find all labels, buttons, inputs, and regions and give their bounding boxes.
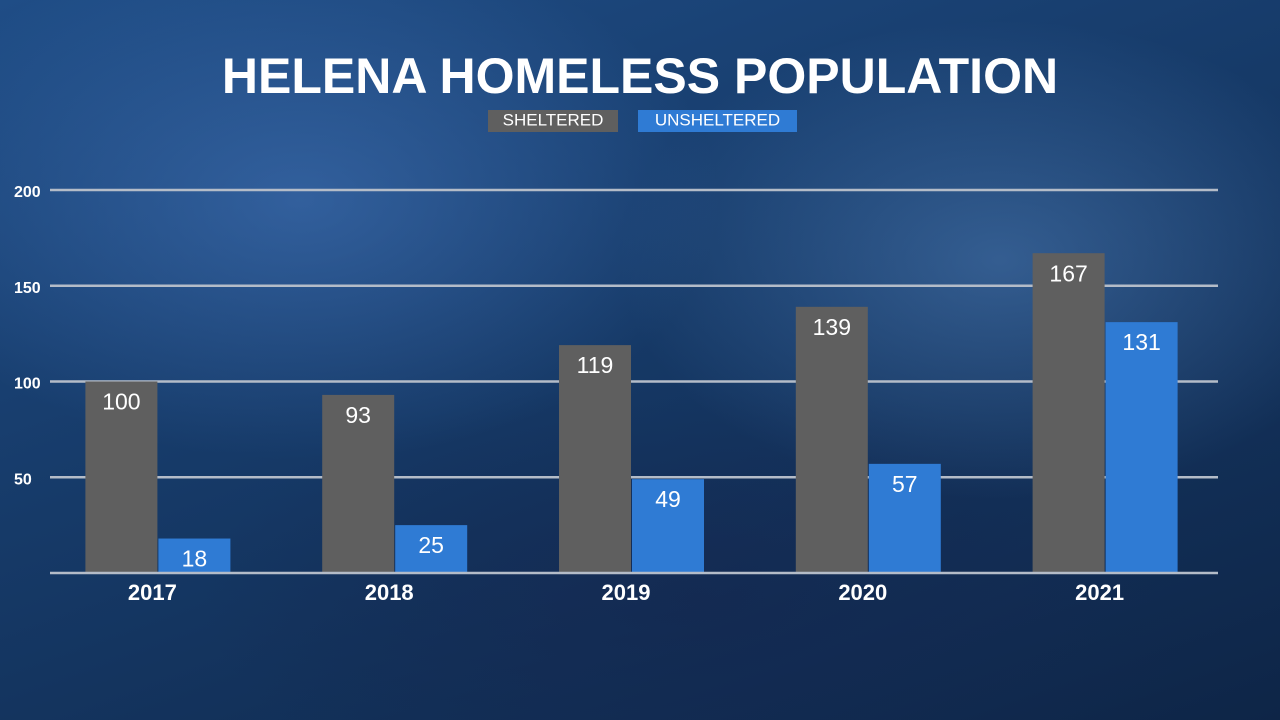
value-label: 25 [418, 532, 444, 558]
value-label: 139 [813, 314, 851, 340]
value-label: 57 [892, 471, 918, 497]
x-tick-label: 2020 [838, 580, 887, 605]
legend-label: SHELTERED [503, 110, 604, 129]
value-label: 100 [102, 389, 140, 415]
bar [795, 306, 868, 573]
bar [85, 381, 158, 573]
value-label: 167 [1049, 260, 1087, 286]
legend-swatch [488, 110, 618, 132]
x-tick-label: 2021 [1075, 580, 1124, 605]
value-label: 131 [1122, 329, 1160, 355]
chart-title: HELENA HOMELESS POPULATION [222, 48, 1058, 104]
bar [1105, 322, 1178, 573]
bar [868, 463, 941, 573]
y-tick-label: 150 [14, 280, 41, 297]
bar [559, 345, 631, 573]
bar [322, 394, 395, 573]
x-tick-label: 2017 [128, 580, 177, 605]
y-tick-label: 200 [14, 184, 41, 201]
bar [1032, 253, 1105, 573]
value-label: 93 [345, 402, 371, 428]
legend-swatch [638, 110, 797, 132]
legend-label: UNSHELTERED [655, 110, 780, 129]
bar [632, 479, 704, 573]
bar [158, 538, 231, 573]
value-label: 18 [182, 546, 208, 572]
value-label: 119 [577, 352, 614, 378]
bar [395, 525, 468, 573]
y-tick-label: 50 [14, 471, 32, 488]
y-tick-label: 100 [14, 376, 41, 393]
x-tick-label: 2019 [602, 580, 651, 605]
x-tick-label: 2018 [365, 580, 414, 605]
value-label: 49 [655, 486, 681, 512]
